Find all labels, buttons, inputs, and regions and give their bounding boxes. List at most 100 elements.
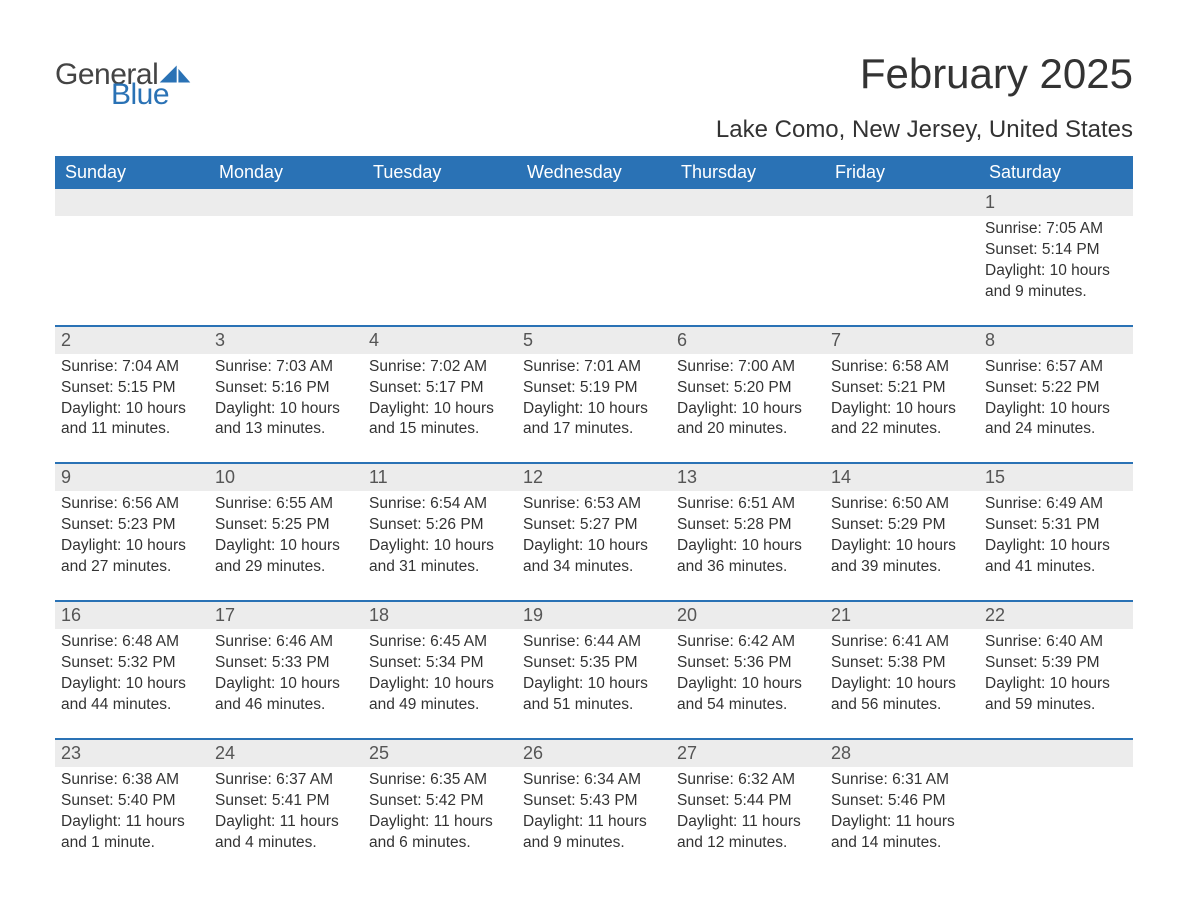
day-details: Sunrise: 6:32 AMSunset: 5:44 PMDaylight:… — [677, 767, 819, 854]
location-subtitle: Lake Como, New Jersey, United States — [716, 116, 1133, 144]
day-content-row: Sunrise: 7:04 AMSunset: 5:15 PMDaylight:… — [55, 354, 1133, 464]
day-number-cell: 25 — [363, 739, 517, 767]
day-details: Sunrise: 7:03 AMSunset: 5:16 PMDaylight:… — [215, 354, 357, 441]
day-cell — [825, 216, 979, 326]
day-number-cell — [55, 189, 209, 216]
day-details: Sunrise: 6:40 AMSunset: 5:39 PMDaylight:… — [985, 629, 1127, 716]
day-number-row: 9101112131415 — [55, 463, 1133, 491]
day-number-cell — [671, 189, 825, 216]
day-cell: Sunrise: 6:48 AMSunset: 5:32 PMDaylight:… — [55, 629, 209, 739]
day-number-cell: 19 — [517, 601, 671, 629]
day-number-cell — [209, 189, 363, 216]
day-number-cell: 11 — [363, 463, 517, 491]
day-number-cell: 5 — [517, 326, 671, 354]
day-number-cell — [825, 189, 979, 216]
day-number-cell: 27 — [671, 739, 825, 767]
weekday-header: Monday — [209, 156, 363, 189]
day-cell: Sunrise: 6:58 AMSunset: 5:21 PMDaylight:… — [825, 354, 979, 464]
day-cell: Sunrise: 7:03 AMSunset: 5:16 PMDaylight:… — [209, 354, 363, 464]
day-number-cell: 15 — [979, 463, 1133, 491]
day-content-row: Sunrise: 6:48 AMSunset: 5:32 PMDaylight:… — [55, 629, 1133, 739]
day-cell: Sunrise: 6:46 AMSunset: 5:33 PMDaylight:… — [209, 629, 363, 739]
day-details: Sunrise: 7:01 AMSunset: 5:19 PMDaylight:… — [523, 354, 665, 441]
day-cell: Sunrise: 6:34 AMSunset: 5:43 PMDaylight:… — [517, 767, 671, 876]
day-number-cell: 4 — [363, 326, 517, 354]
day-number-cell: 14 — [825, 463, 979, 491]
day-details: Sunrise: 6:44 AMSunset: 5:35 PMDaylight:… — [523, 629, 665, 716]
day-number-cell: 6 — [671, 326, 825, 354]
calendar-table: SundayMondayTuesdayWednesdayThursdayFrid… — [55, 156, 1133, 875]
day-content-row: Sunrise: 7:05 AMSunset: 5:14 PMDaylight:… — [55, 216, 1133, 326]
day-details: Sunrise: 7:00 AMSunset: 5:20 PMDaylight:… — [677, 354, 819, 441]
weekday-header: Tuesday — [363, 156, 517, 189]
day-cell: Sunrise: 6:51 AMSunset: 5:28 PMDaylight:… — [671, 491, 825, 601]
day-number-cell: 28 — [825, 739, 979, 767]
day-number-cell: 22 — [979, 601, 1133, 629]
weekday-header: Saturday — [979, 156, 1133, 189]
day-number-cell: 24 — [209, 739, 363, 767]
day-number-cell: 8 — [979, 326, 1133, 354]
header: General Blue February 2025 Lake Como, Ne… — [55, 50, 1133, 144]
day-details: Sunrise: 6:38 AMSunset: 5:40 PMDaylight:… — [61, 767, 203, 854]
day-cell — [55, 216, 209, 326]
day-details: Sunrise: 6:34 AMSunset: 5:43 PMDaylight:… — [523, 767, 665, 854]
day-cell: Sunrise: 7:00 AMSunset: 5:20 PMDaylight:… — [671, 354, 825, 464]
day-number-cell: 21 — [825, 601, 979, 629]
day-number-cell: 2 — [55, 326, 209, 354]
day-cell: Sunrise: 6:37 AMSunset: 5:41 PMDaylight:… — [209, 767, 363, 876]
day-cell: Sunrise: 6:42 AMSunset: 5:36 PMDaylight:… — [671, 629, 825, 739]
day-cell: Sunrise: 6:57 AMSunset: 5:22 PMDaylight:… — [979, 354, 1133, 464]
day-details: Sunrise: 6:46 AMSunset: 5:33 PMDaylight:… — [215, 629, 357, 716]
day-details: Sunrise: 6:42 AMSunset: 5:36 PMDaylight:… — [677, 629, 819, 716]
day-number-cell: 7 — [825, 326, 979, 354]
day-cell — [517, 216, 671, 326]
day-cell: Sunrise: 6:53 AMSunset: 5:27 PMDaylight:… — [517, 491, 671, 601]
day-cell: Sunrise: 7:04 AMSunset: 5:15 PMDaylight:… — [55, 354, 209, 464]
day-number-cell: 16 — [55, 601, 209, 629]
day-cell: Sunrise: 6:44 AMSunset: 5:35 PMDaylight:… — [517, 629, 671, 739]
day-cell: Sunrise: 6:45 AMSunset: 5:34 PMDaylight:… — [363, 629, 517, 739]
day-details: Sunrise: 7:05 AMSunset: 5:14 PMDaylight:… — [985, 216, 1127, 303]
day-details: Sunrise: 6:31 AMSunset: 5:46 PMDaylight:… — [831, 767, 973, 854]
logo: General Blue — [55, 60, 192, 110]
day-cell: Sunrise: 7:05 AMSunset: 5:14 PMDaylight:… — [979, 216, 1133, 326]
weekday-header-row: SundayMondayTuesdayWednesdayThursdayFrid… — [55, 156, 1133, 189]
day-cell: Sunrise: 6:55 AMSunset: 5:25 PMDaylight:… — [209, 491, 363, 601]
day-details: Sunrise: 6:35 AMSunset: 5:42 PMDaylight:… — [369, 767, 511, 854]
day-number-cell: 13 — [671, 463, 825, 491]
day-cell — [671, 216, 825, 326]
day-number-cell: 3 — [209, 326, 363, 354]
day-number-row: 2345678 — [55, 326, 1133, 354]
day-number-cell — [363, 189, 517, 216]
day-details: Sunrise: 6:49 AMSunset: 5:31 PMDaylight:… — [985, 491, 1127, 578]
day-details: Sunrise: 6:48 AMSunset: 5:32 PMDaylight:… — [61, 629, 203, 716]
day-number-cell: 23 — [55, 739, 209, 767]
day-details: Sunrise: 6:50 AMSunset: 5:29 PMDaylight:… — [831, 491, 973, 578]
day-number-cell: 1 — [979, 189, 1133, 216]
weekday-header: Friday — [825, 156, 979, 189]
day-details: Sunrise: 6:37 AMSunset: 5:41 PMDaylight:… — [215, 767, 357, 854]
day-content-row: Sunrise: 6:38 AMSunset: 5:40 PMDaylight:… — [55, 767, 1133, 876]
day-number-row: 16171819202122 — [55, 601, 1133, 629]
weekday-header: Sunday — [55, 156, 209, 189]
day-cell — [979, 767, 1133, 876]
day-details: Sunrise: 6:57 AMSunset: 5:22 PMDaylight:… — [985, 354, 1127, 441]
day-number-cell — [517, 189, 671, 216]
day-cell: Sunrise: 6:54 AMSunset: 5:26 PMDaylight:… — [363, 491, 517, 601]
day-details: Sunrise: 6:58 AMSunset: 5:21 PMDaylight:… — [831, 354, 973, 441]
day-cell: Sunrise: 7:01 AMSunset: 5:19 PMDaylight:… — [517, 354, 671, 464]
day-number-cell — [979, 739, 1133, 767]
logo-text-blue: Blue — [111, 80, 192, 110]
day-number-cell: 17 — [209, 601, 363, 629]
day-cell — [363, 216, 517, 326]
day-cell: Sunrise: 6:31 AMSunset: 5:46 PMDaylight:… — [825, 767, 979, 876]
day-cell: Sunrise: 6:49 AMSunset: 5:31 PMDaylight:… — [979, 491, 1133, 601]
day-cell: Sunrise: 6:35 AMSunset: 5:42 PMDaylight:… — [363, 767, 517, 876]
day-cell: Sunrise: 6:50 AMSunset: 5:29 PMDaylight:… — [825, 491, 979, 601]
day-number-cell: 18 — [363, 601, 517, 629]
day-cell: Sunrise: 7:02 AMSunset: 5:17 PMDaylight:… — [363, 354, 517, 464]
day-cell: Sunrise: 6:40 AMSunset: 5:39 PMDaylight:… — [979, 629, 1133, 739]
day-details: Sunrise: 6:54 AMSunset: 5:26 PMDaylight:… — [369, 491, 511, 578]
day-details: Sunrise: 6:53 AMSunset: 5:27 PMDaylight:… — [523, 491, 665, 578]
day-number-cell: 9 — [55, 463, 209, 491]
